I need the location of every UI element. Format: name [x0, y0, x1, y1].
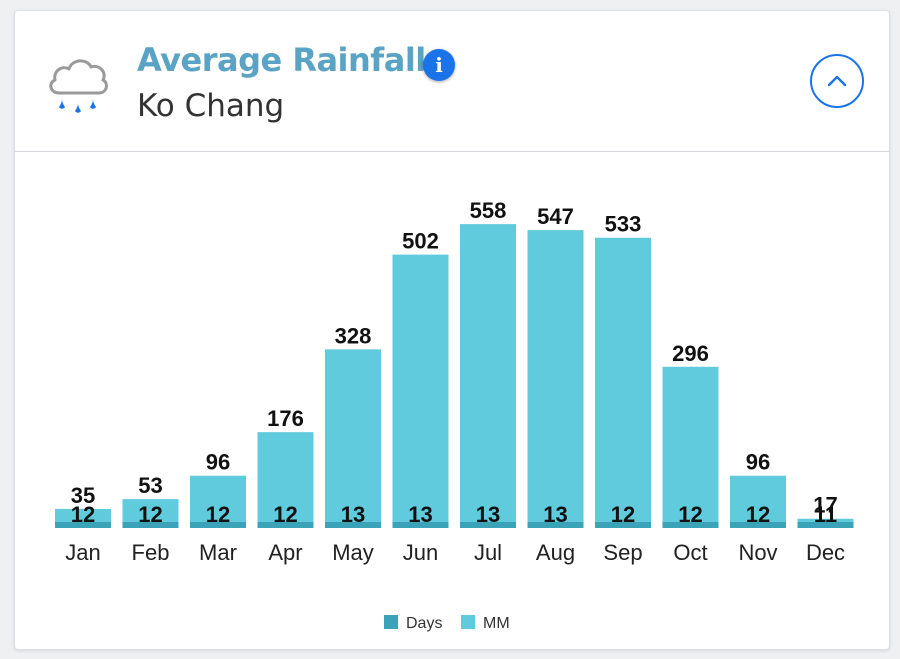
mm-value-label: 176	[267, 406, 304, 431]
days-value-label: 12	[611, 502, 635, 527]
days-value-label: 12	[746, 502, 770, 527]
mm-value-label: 547	[537, 204, 574, 229]
month-tick-label: May	[332, 540, 374, 565]
mm-bar	[190, 475, 246, 528]
days-value-label: 13	[543, 502, 567, 527]
month-tick-label: Dec	[806, 540, 845, 565]
days-bar	[460, 522, 516, 528]
days-value-label: 13	[341, 502, 365, 527]
month-tick-label: Jun	[403, 540, 438, 565]
days-value-label: 12	[678, 502, 702, 527]
mm-value-label: 296	[672, 341, 709, 366]
month-tick-label: Sep	[603, 540, 642, 565]
days-value-label: 12	[71, 502, 95, 527]
days-value-label: 12	[206, 502, 230, 527]
days-bar	[527, 522, 584, 528]
mm-value-label: 53	[138, 473, 162, 498]
mm-bar	[257, 432, 314, 528]
mm-bar	[662, 366, 719, 528]
days-bar	[325, 522, 381, 528]
mm-value-label: 502	[402, 229, 439, 254]
legend-label-mm: MM	[483, 615, 510, 632]
mm-bar	[460, 224, 516, 528]
mm-bar	[392, 254, 449, 528]
month-tick-label: Oct	[673, 540, 707, 565]
mm-value-label: 17	[813, 493, 837, 518]
month-tick-label: Apr	[268, 540, 302, 565]
days-value-label: 13	[408, 502, 432, 527]
days-bar	[122, 522, 179, 528]
days-value-label: 12	[138, 502, 162, 527]
location-name: Ko Chang	[137, 88, 285, 124]
month-tick-label: Jul	[474, 540, 502, 565]
rainfall-chart: 3512Jan5312Feb9612Mar17612Apr32813May502…	[55, 198, 854, 632]
legend-swatch-days	[384, 615, 398, 629]
days-bar	[662, 522, 719, 528]
mm-value-label: 328	[335, 323, 372, 348]
mm-bar	[325, 349, 381, 528]
days-value-label: 11	[814, 502, 837, 527]
rain-cloud-icon	[49, 59, 108, 113]
mm-value-label: 96	[206, 450, 230, 475]
mm-value-label: 35	[71, 483, 95, 508]
legend-label-days: Days	[406, 615, 442, 632]
days-value-label: 12	[273, 502, 297, 527]
days-bar	[55, 522, 111, 528]
days-bar	[257, 522, 314, 528]
legend-swatch-mm	[461, 615, 475, 629]
days-bar	[392, 522, 449, 528]
days-bar	[190, 522, 246, 528]
page-title: Average Rainfall	[137, 41, 426, 79]
rainfall-card: Average Rainfall Ko Chang i 35 12 Jan 53 12 F…	[14, 10, 890, 650]
info-icon: i	[435, 53, 443, 77]
mm-bar	[595, 237, 651, 528]
chevron-up-icon	[827, 75, 847, 87]
info-button[interactable]: i	[423, 49, 455, 81]
mm-value-label: 533	[605, 212, 642, 237]
month-tick-label: Feb	[132, 540, 170, 565]
month-tick-label: Mar	[199, 540, 237, 565]
days-bar	[797, 522, 854, 528]
days-bar	[730, 522, 786, 528]
card-header: Average Rainfall Ko Chang i	[15, 11, 889, 152]
month-tick-label: Jan	[65, 540, 100, 565]
days-bar	[595, 522, 651, 528]
mm-value-label: 96	[746, 450, 770, 475]
mm-bar	[527, 230, 584, 528]
mm-bar	[730, 475, 786, 528]
collapse-button[interactable]	[810, 54, 864, 108]
month-tick-label: Aug	[536, 540, 575, 565]
month-tick-label: Nov	[738, 540, 777, 565]
mm-value-label: 558	[470, 198, 507, 223]
days-value-label: 13	[476, 502, 500, 527]
